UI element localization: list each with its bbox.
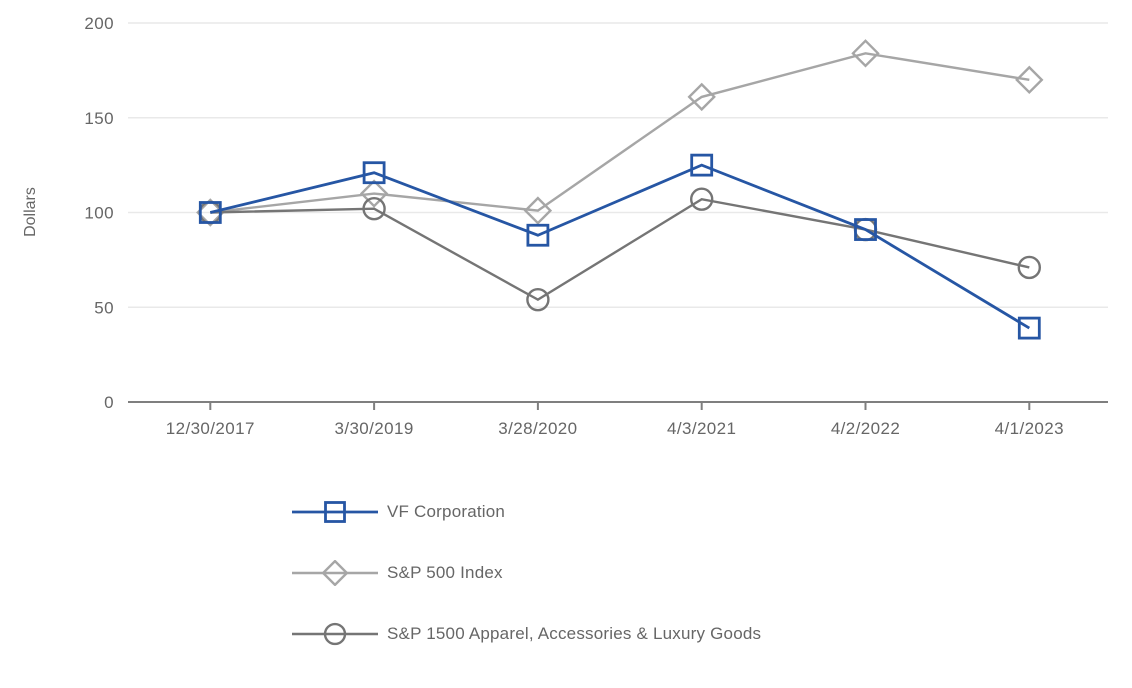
legend-item-vf-corporation: VF Corporation [292,499,761,525]
legend-item-sp1500-apparel: S&P 1500 Apparel, Accessories & Luxury G… [292,621,761,647]
x-tick-label: 3/30/2019 [334,419,413,438]
legend-label-vf-corporation: VF Corporation [387,502,506,521]
series-line-1 [210,52,1030,214]
series-line-2 [210,197,1030,302]
performance-line-chart: 12/30/2017 3/30/2019 3/28/2020 4/3/2021 4/2/… [84,14,1108,438]
square-marker [362,161,386,185]
diamond-marker [359,179,389,208]
square-marker [854,218,877,241]
circle-marker [526,287,550,312]
diamond-marker [321,560,349,586]
legend-item-sp500-index: S&P 500 Index [292,560,761,586]
diamond-marker [196,198,225,227]
y-tick-label: 100 [84,204,114,223]
diamond-marker [523,196,553,225]
circle-marker [323,622,347,646]
x-tick-label: 3/28/2020 [498,419,577,438]
square-marker [526,223,550,247]
y-tick-label: 0 [104,393,114,412]
y-tick-label: 50 [94,298,114,317]
circle-marker [690,187,714,211]
y-axis-title: Dollars [22,187,39,237]
square-marker [690,153,714,177]
x-tick-label: 4/3/2021 [667,419,736,438]
legend-label-sp1500-apparel: S&P 1500 Apparel, Accessories & Luxury G… [387,624,762,643]
circle-marker [362,197,386,221]
legend-label-sp500-index: S&P 500 Index [387,563,503,582]
series-line-0 [209,163,1031,330]
x-tick-label: 12/30/2017 [166,419,255,438]
y-tick-label: 200 [84,14,114,33]
x-tick-label: 4/1/2023 [995,419,1064,438]
diamond-marker [1015,65,1044,95]
square-marker [324,501,346,523]
y-tick-label: 150 [84,109,114,128]
x-tick-label: 4/2/2022 [831,419,900,438]
circle-marker [1017,255,1042,280]
diamond-marker [851,39,880,68]
square-marker [198,201,222,224]
circle-marker-icon [292,622,378,646]
square-marker [1017,316,1041,340]
diamond-marker [687,82,716,112]
square-marker-icon [292,501,378,523]
diamond-marker-icon [292,560,378,586]
chart-legend: VF Corporation S&P 500 Index S&P 1500 Ap… [292,499,761,682]
